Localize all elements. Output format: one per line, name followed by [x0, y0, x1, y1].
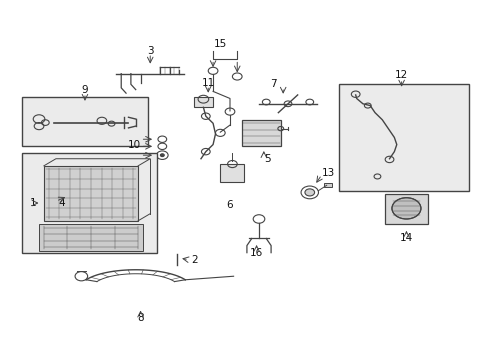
Text: 8: 8: [137, 313, 143, 323]
Text: 12: 12: [394, 71, 407, 80]
Bar: [22, 97, 147, 146]
Text: 10: 10: [127, 140, 140, 149]
Text: 15: 15: [213, 39, 226, 49]
Text: 5: 5: [264, 154, 270, 164]
Text: 2: 2: [191, 255, 198, 265]
Bar: [242, 120, 280, 146]
Circle shape: [305, 189, 314, 196]
Text: 11: 11: [201, 77, 214, 87]
Text: 14: 14: [399, 234, 412, 243]
Bar: [220, 164, 244, 182]
Text: 7: 7: [270, 79, 276, 89]
Text: 13: 13: [321, 168, 334, 178]
Bar: [39, 224, 142, 251]
Circle shape: [160, 154, 164, 157]
Text: 1: 1: [29, 198, 36, 208]
Bar: [338, 84, 468, 191]
Text: 6: 6: [226, 200, 233, 210]
Text: 16: 16: [249, 248, 263, 258]
Bar: [193, 97, 213, 107]
Bar: [44, 166, 138, 221]
Bar: [22, 153, 157, 253]
Bar: [384, 194, 427, 224]
Text: 4: 4: [58, 198, 65, 208]
Text: 3: 3: [146, 46, 153, 56]
Bar: [324, 183, 331, 187]
Circle shape: [391, 198, 420, 219]
Text: 9: 9: [81, 85, 88, 95]
